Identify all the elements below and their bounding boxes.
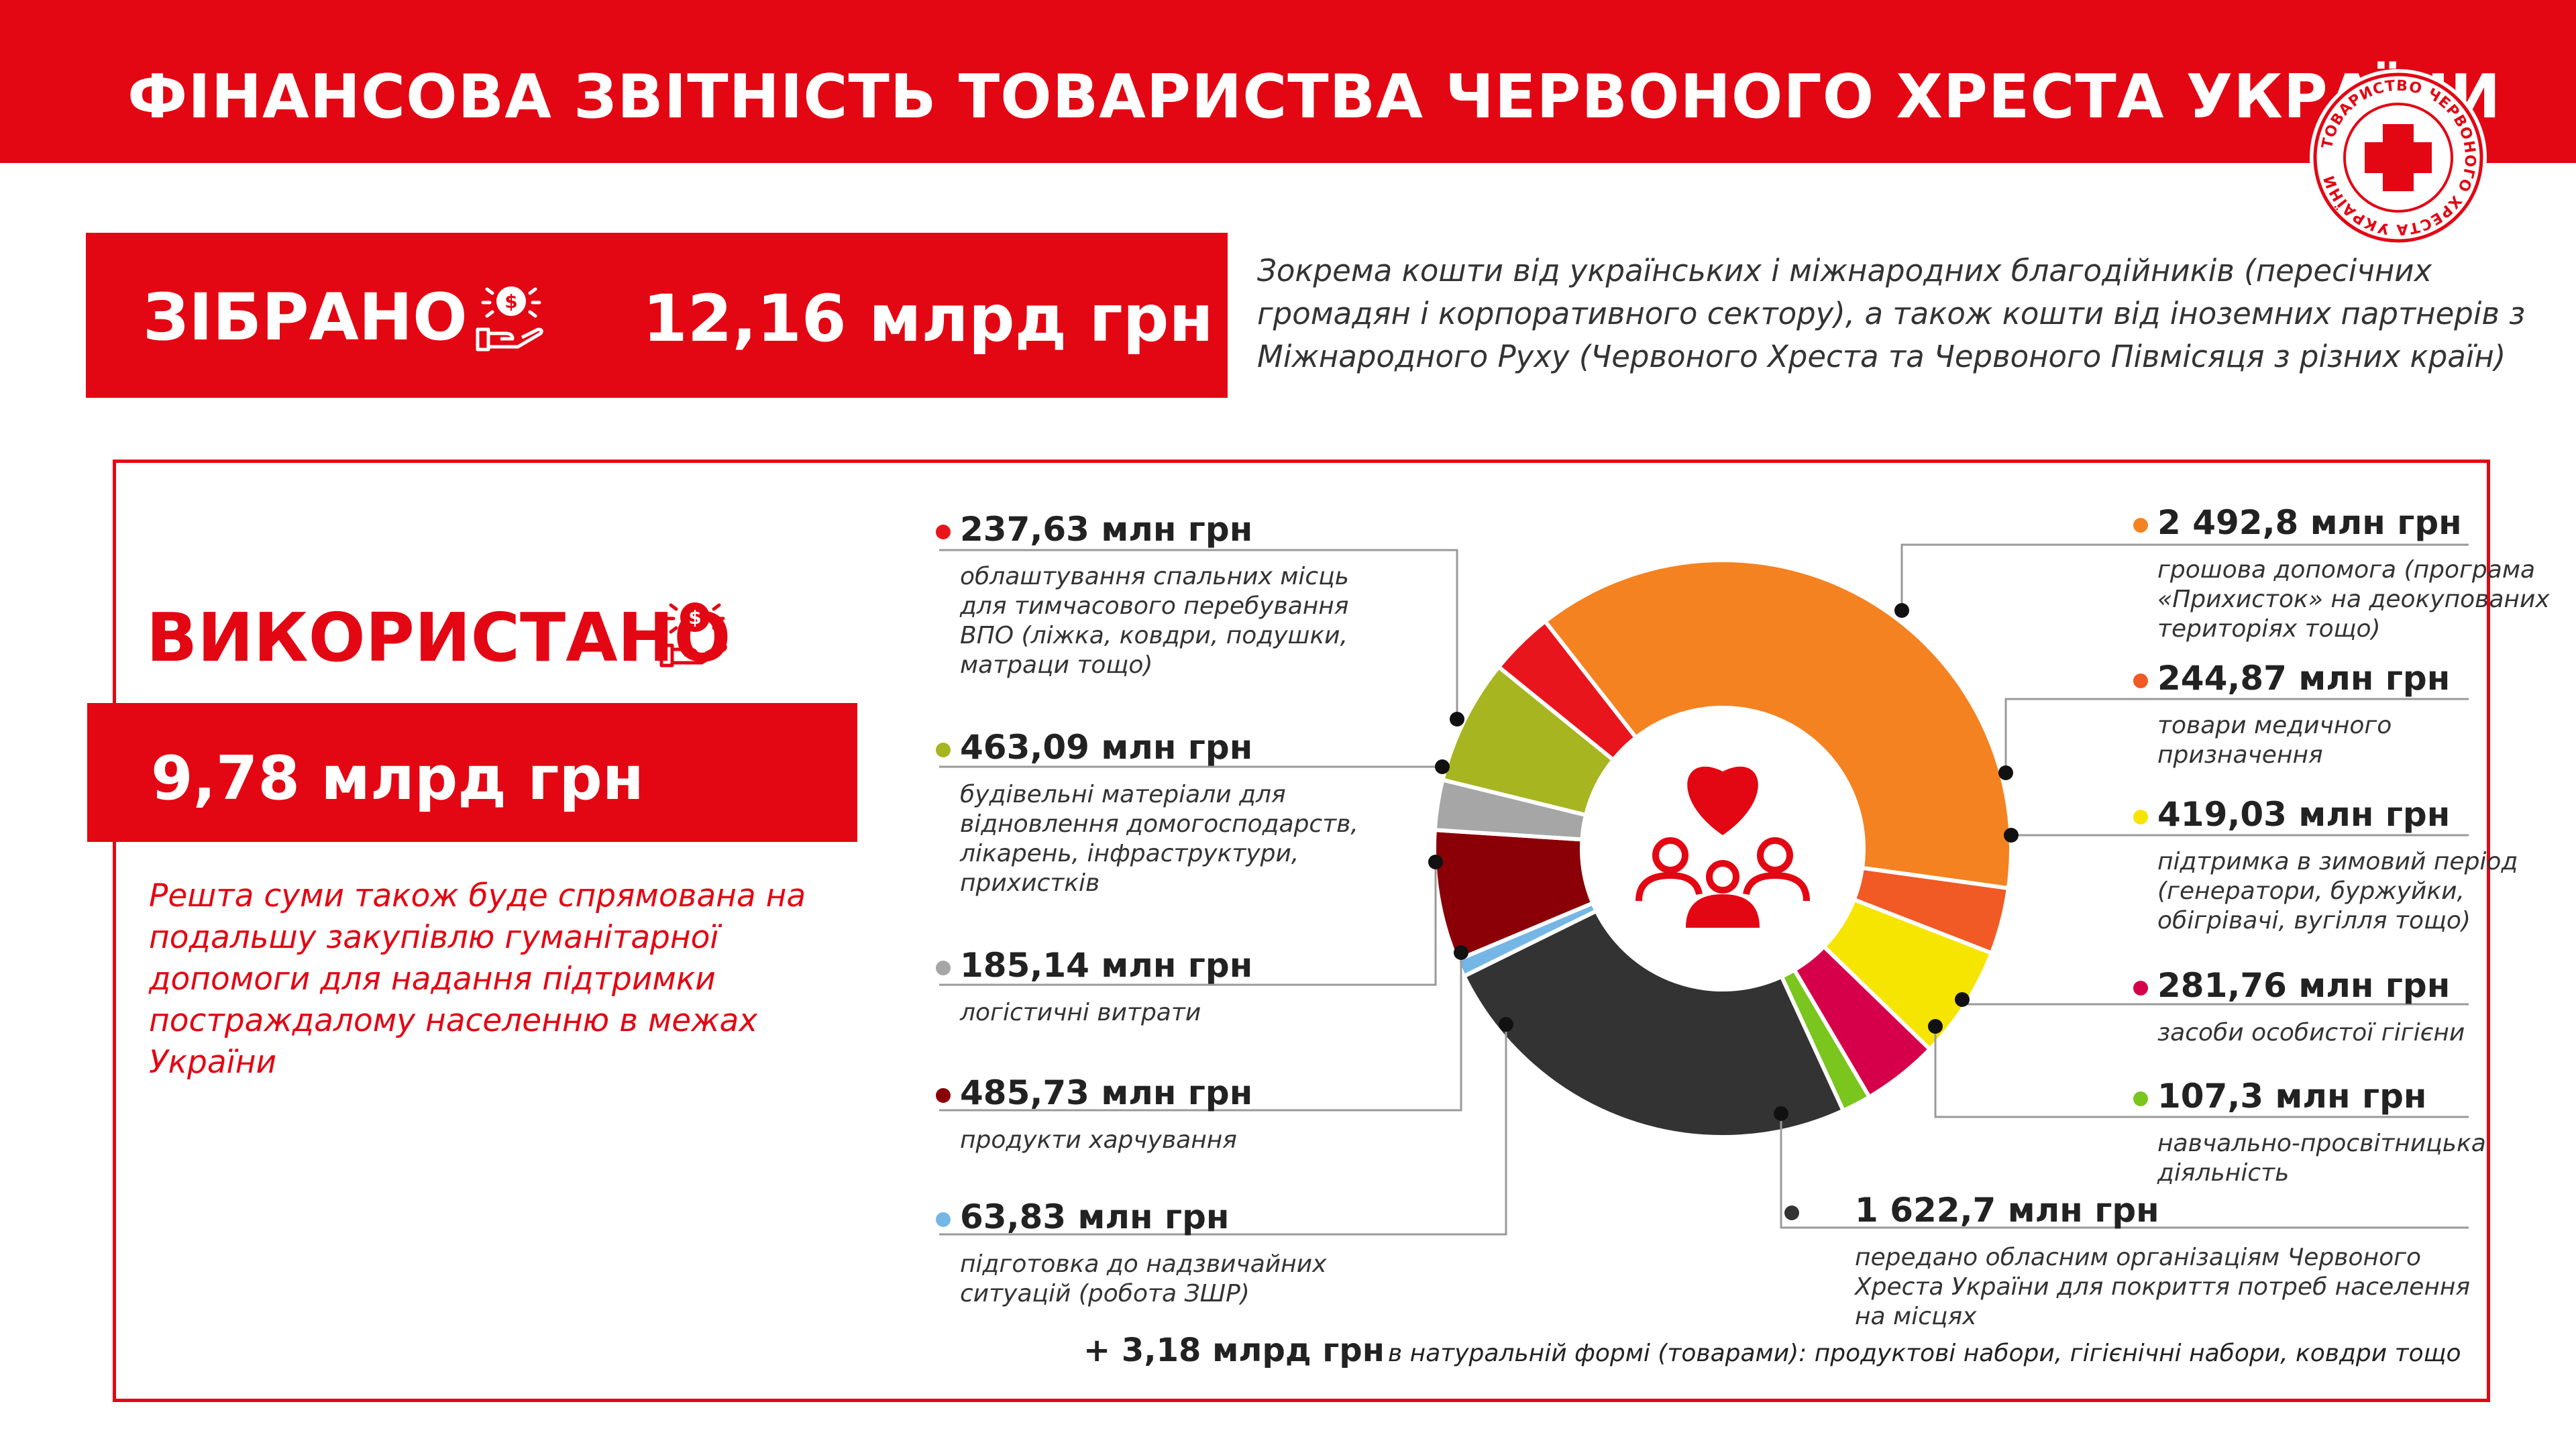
slice-description: облаштування спальних місць для тимчасов… [960,563,1349,679]
slice-value: 485,73 млн грн [960,1073,1253,1112]
slice-value: 281,76 млн грн [2157,966,2451,1005]
leader-dot [1435,759,1450,774]
leader-dot [1998,765,2013,780]
slice-value: 419,03 млн грн [2157,795,2451,834]
footer-amount: + 3,18 млрд грн [1083,1332,1385,1369]
legend-dot [1784,1205,1799,1220]
heart-people-icon [1635,766,1810,928]
svg-text:$: $ [688,606,701,629]
chart-slice [1542,558,2013,891]
leader-line [939,549,1458,719]
slice-description: підготовка до надзвичайних ситуацій (роб… [960,1250,1327,1307]
used-label: ВИКОРИСТАНО [146,598,731,677]
footer-description: в натуральній формі (товарами): продукто… [1388,1340,2461,1367]
slice-description: товари медичного призначення [2157,712,2392,769]
red-cross-logo: ТОВАРИСТВО ЧЕРВОНОГО ХРЕСТА УКРАЇНИ [2310,69,2487,246]
slice-value: 244,87 млн грн [2157,659,2451,698]
leader-line [2004,698,2469,773]
legend-dot [936,961,951,975]
slice-value: 1 622,7 млн грн [1855,1191,2159,1230]
slice-value: 2 492,8 млн грн [2157,503,2462,542]
leader-line [939,1024,1507,1236]
leader-line [1780,1114,2469,1229]
legend-dot [936,525,951,539]
leader-dot [1499,1017,1513,1032]
leader-dot [1450,712,1464,727]
legend-dot [936,1212,951,1227]
leader-dot [2004,828,2019,843]
slice-value: 63,83 млн грн [960,1197,1230,1236]
slice-value: 185,14 млн грн [960,946,1253,985]
donut-center [1584,710,1862,987]
leader-line [939,953,1462,1112]
slice-description: будівельні матеріали для відновлення дом… [960,781,1358,897]
legend-dot [936,1088,951,1103]
collected-label: ЗІБРАНО [143,280,468,355]
legend-dot [2133,981,2148,996]
leader-line [1900,543,2469,610]
page-title: ФІНАНСОВА ЗВІТНІСТЬ ТОВАРИСТВА ЧЕРВОНОГО… [127,62,2502,132]
slice-value: 463,09 млн грн [960,728,1253,767]
chart-slice [1461,908,1846,1139]
money-in-hand-icon: $ [659,602,727,667]
slice-description: засоби особистої гігієни [2157,1019,2465,1046]
leader-line [939,862,1437,986]
collected-panel: ЗІБРАНО $ 12,16 млрд грн [86,233,1228,398]
slice-value: 107,3 млн грн [2157,1077,2427,1116]
footer-note: + 3,18 млрд грн в натуральній формі (тов… [1083,1332,2461,1369]
legend-dot [2133,518,2148,533]
leader-dot [1894,603,1909,618]
leader-line [1934,1026,2469,1118]
leader-dot [1774,1106,1788,1121]
legend-dot [2133,1091,2148,1106]
leader-dot [1454,945,1468,960]
leader-dot [1428,855,1443,869]
collected-amount: 12,16 млрд грн [643,281,1214,356]
rest-text: Решта суми також буде спрямована на пода… [149,877,806,1081]
legend-dot [936,743,951,757]
legend-dot [2133,674,2148,688]
slice-description: грошова допомога (програма «Прихисток» н… [2157,556,2550,643]
money-in-hand-icon: $ [476,286,543,352]
slice-value: 237,63 млн грн [960,510,1253,549]
header-bar: ФІНАНСОВА ЗВІТНІСТЬ ТОВАРИСТВА ЧЕРВОНОГО… [0,0,2576,163]
slice-description: передано обласним організаціям Червоного… [1855,1244,2471,1330]
collected-description: Зокрема кошти від українських і міжнарод… [1257,253,2526,374]
leader-dot [1928,1019,1943,1034]
slice-description: логістичні витрати [960,999,1201,1026]
chart-slice [1495,618,1639,763]
svg-text:$: $ [504,290,517,313]
slice-description: продукти харчування [960,1126,1237,1154]
used-amount-bar: 9,78 млрд грн [87,703,857,842]
slice-description: навчально-просвітницька діяльність [2157,1130,2486,1187]
slice-description: підтримка в зимовий період (генератори, … [2157,848,2518,934]
leader-dot [1955,992,1970,1007]
used-panel [113,460,2490,1402]
used-amount: 9,78 млрд грн [151,743,644,814]
legend-dot [2133,810,2148,824]
